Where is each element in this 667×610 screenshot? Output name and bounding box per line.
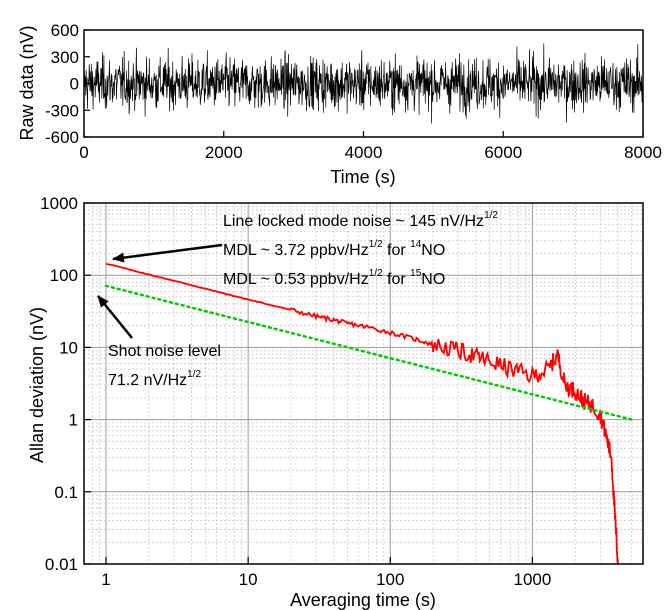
allan-y-tick-label: 10	[59, 338, 78, 357]
allan-y-tick-label: 0.01	[45, 555, 78, 574]
annotation-shot-noise-title: Shot noise level	[108, 343, 221, 360]
raw-y-tick-label: 600	[51, 21, 79, 40]
allan-y-tick-label: 0.1	[54, 483, 78, 502]
raw-x-tick-label: 8000	[624, 143, 662, 162]
arrow-to-red-curve	[112, 243, 223, 263]
allan-y-tick-label: 1	[69, 411, 78, 430]
arrow-to-green-line	[97, 295, 133, 339]
raw-y-tick-label: -300	[45, 101, 79, 120]
allan-y-axis: 1000 100 10 1 0.1 0.01	[40, 194, 91, 574]
allan-y-axis-label: Allan deviation (nV)	[27, 307, 47, 463]
raw-x-tick-label: 4000	[345, 143, 383, 162]
allan-plot-frame	[83, 202, 644, 565]
raw-x-tick-label: 2000	[205, 143, 243, 162]
raw-y-tick-label: 300	[51, 48, 79, 67]
raw-x-tick-label: 6000	[484, 143, 522, 162]
raw-x-axis-label: Time (s)	[330, 167, 395, 187]
allan-x-axis: 1 10 100 1000	[101, 557, 551, 589]
allan-series	[104, 262, 633, 565]
raw-data-series	[83, 43, 644, 124]
raw-y-axis: 600 300 0 -300 -600	[45, 21, 90, 147]
allan-deviation-curve	[105, 262, 619, 565]
raw-data-panel: 0 2000 4000 6000 8000 600 300 0 -300 -600 Time (…	[17, 21, 662, 187]
raw-y-axis-label: Raw data (nV)	[17, 25, 37, 140]
shot-noise-line	[104, 284, 633, 421]
raw-x-tick-label: 0	[79, 143, 88, 162]
raw-data-trace	[83, 43, 644, 124]
annotation-mdl-15no: MDL ~ 0.53 ppbv/Hz1/2 for 15NO	[223, 268, 445, 288]
raw-x-axis: 0 2000 4000 6000 8000	[79, 131, 662, 162]
raw-y-tick-label: -600	[45, 128, 79, 147]
allan-y-tick-label: 100	[50, 266, 78, 285]
allan-x-tick-label: 1	[101, 570, 110, 589]
allan-y-tick-label: 1000	[40, 194, 78, 213]
allan-x-axis-label: Averaging time (s)	[290, 590, 436, 610]
annotation-shot-noise-value: 71.2 nV/Hz1/2	[108, 369, 201, 389]
allan-panel: 1 10 100 1000 1000 100 10 1 0.1 0.01 Averaging t…	[27, 194, 644, 610]
allan-grid	[83, 203, 644, 565]
allan-x-tick-label: 1000	[513, 570, 551, 589]
annotation-mdl-14no: MDL ~ 3.72 ppbv/Hz1/2 for 14NO	[223, 239, 445, 259]
allan-x-tick-label: 100	[376, 570, 404, 589]
annotation-line-locked-noise: Line locked mode noise ~ 145 nV/Hz1/2	[223, 210, 498, 230]
allan-x-tick-label: 10	[239, 570, 258, 589]
raw-y-tick-label: 0	[70, 75, 79, 94]
